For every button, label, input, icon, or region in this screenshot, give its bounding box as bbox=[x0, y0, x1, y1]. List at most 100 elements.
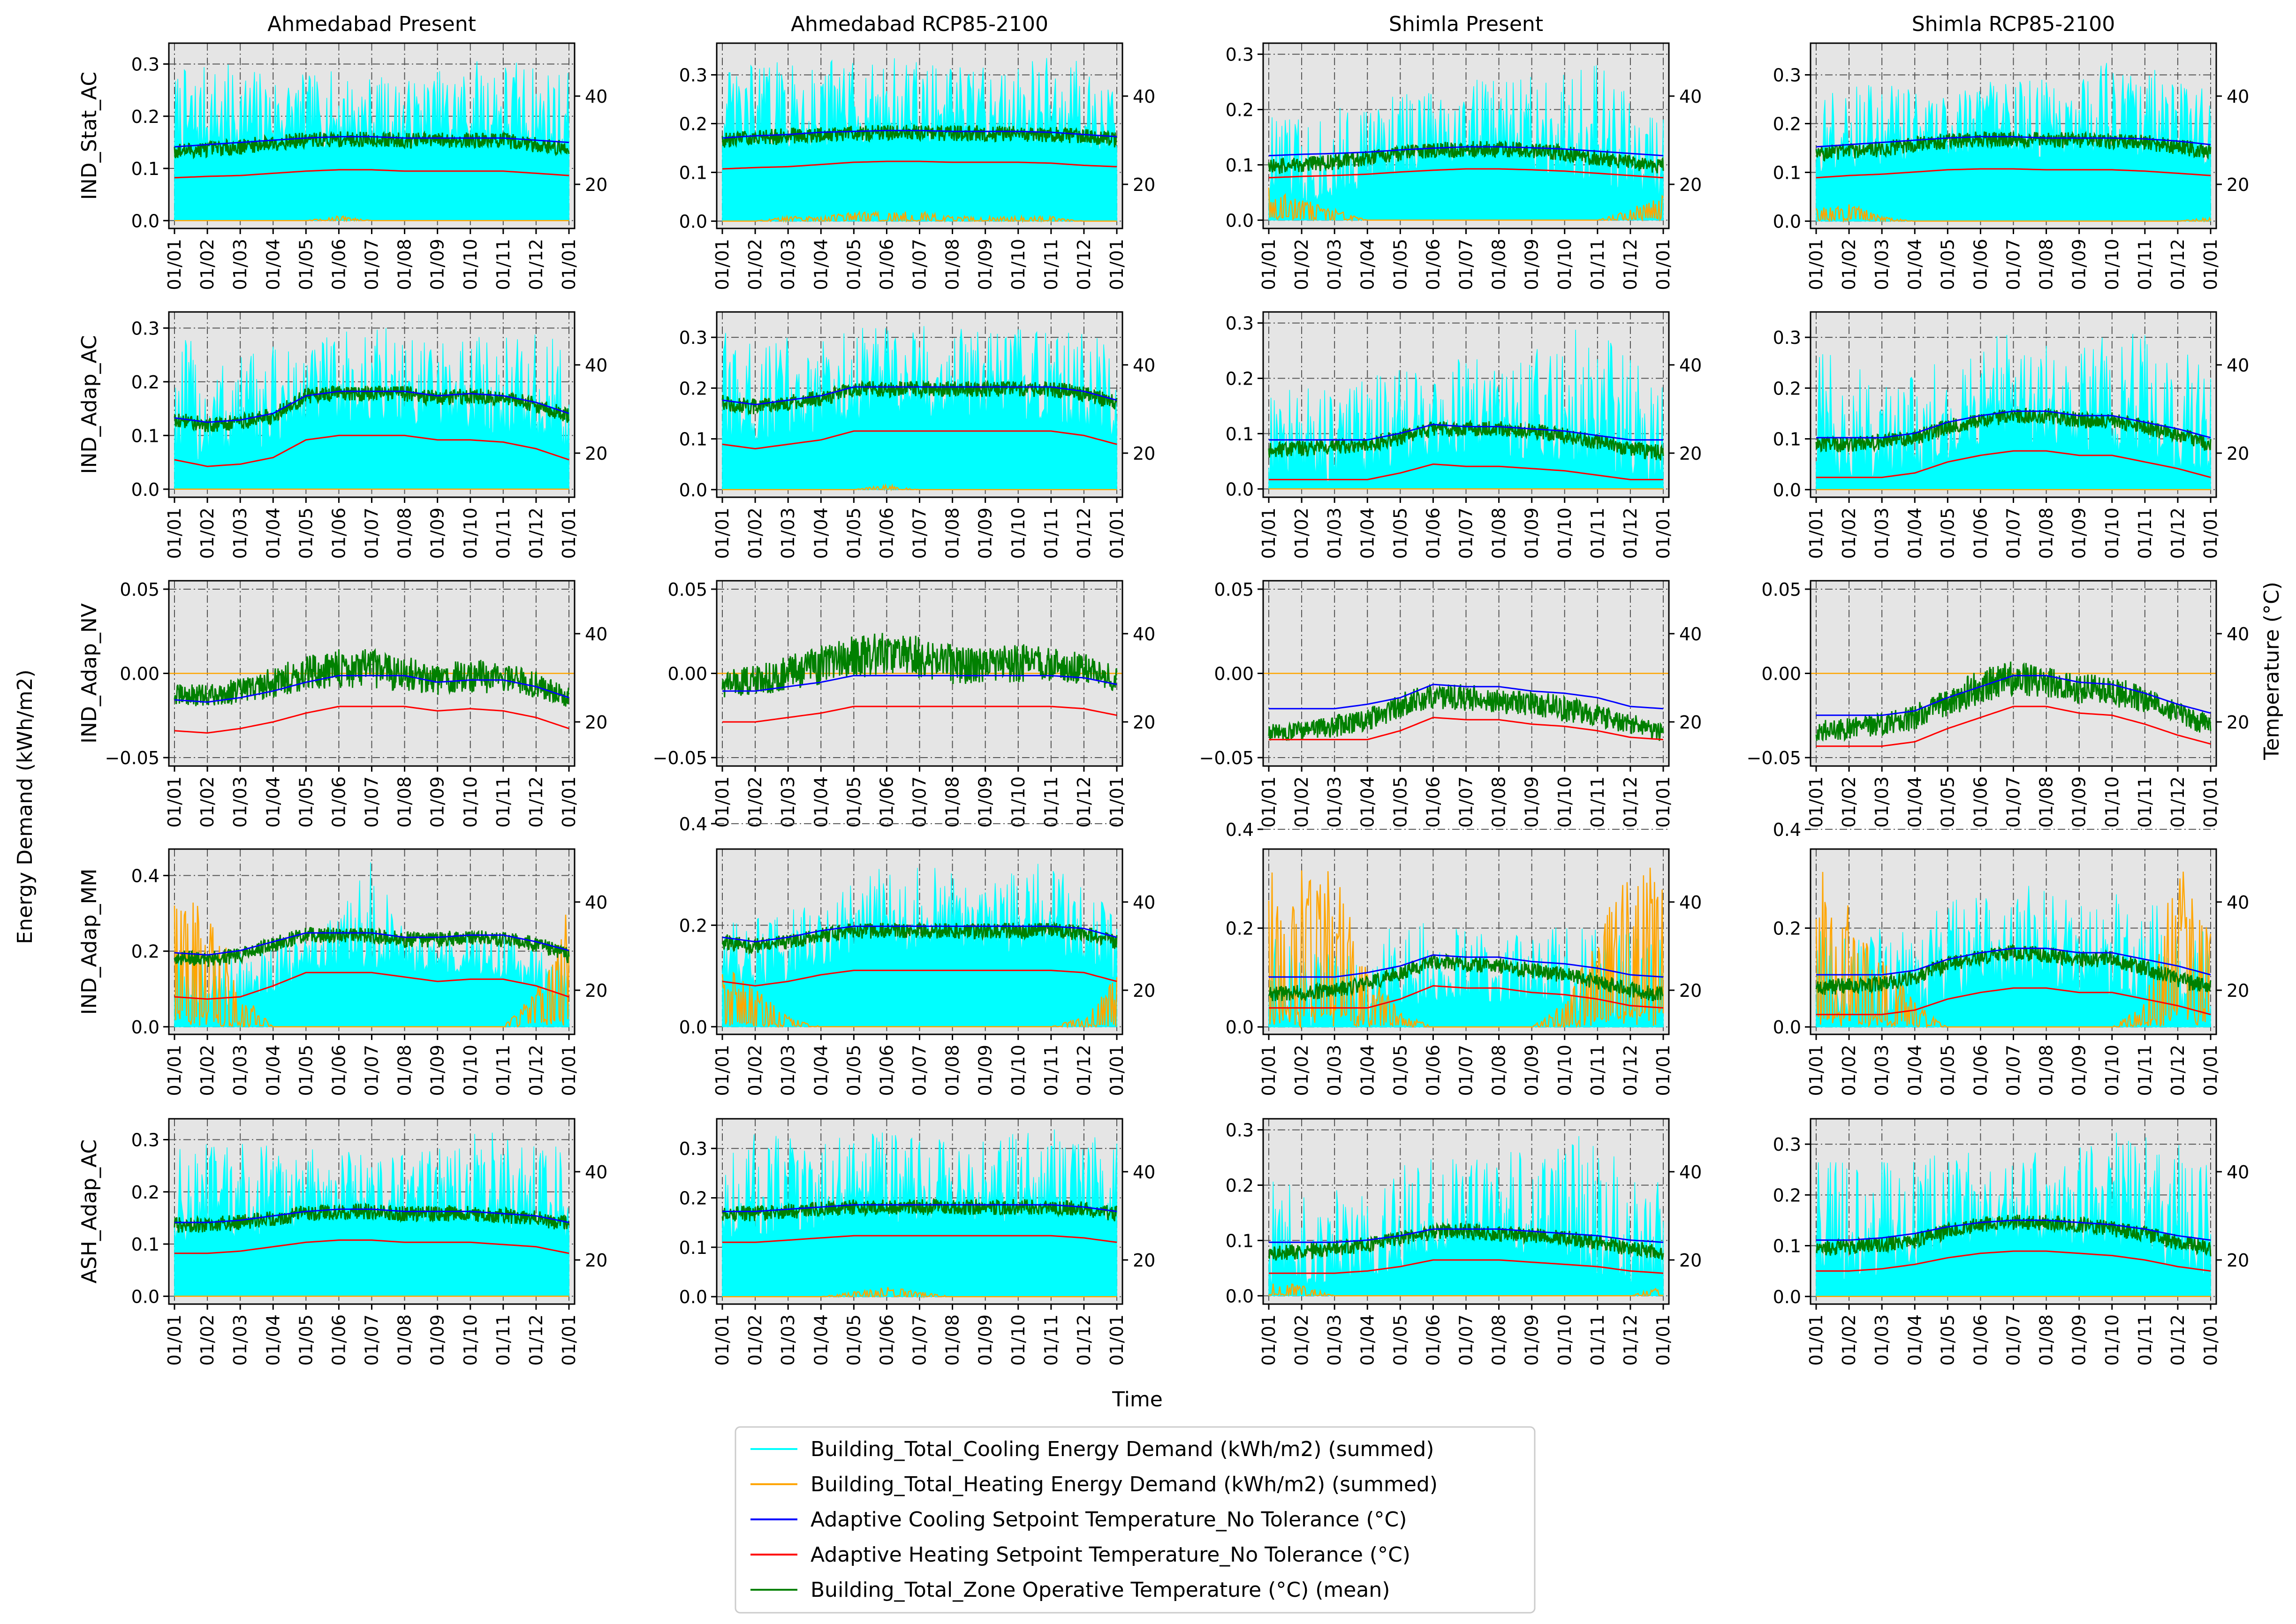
x-tick-label: 01/09 bbox=[975, 1045, 996, 1096]
cooling-energy-series bbox=[1816, 334, 2211, 490]
heating-energy-series bbox=[722, 210, 1117, 223]
heating-setpoint-series bbox=[174, 434, 569, 467]
right-tick-label: 20 bbox=[1679, 712, 1702, 733]
x-tick-label: 01/02 bbox=[745, 776, 765, 828]
x-tick-label: 01/11 bbox=[2135, 239, 2155, 290]
left-tick-label: −0.05 bbox=[105, 748, 159, 768]
x-tick-label: 01/10 bbox=[460, 776, 481, 828]
x-tick-label: 01/09 bbox=[975, 239, 996, 290]
left-tick-label: 0.0 bbox=[131, 479, 159, 500]
x-tick-label: 01/08 bbox=[2036, 1314, 2057, 1366]
x-tick-label: 01/05 bbox=[1390, 776, 1410, 828]
x-tick-label: 01/10 bbox=[2102, 1045, 2122, 1096]
x-tick-label: 01/01 bbox=[2200, 1314, 2221, 1366]
x-tick-label: 01/07 bbox=[2003, 239, 2024, 290]
left-tick-label: 0.2 bbox=[1773, 114, 1801, 135]
operative-temperature-series bbox=[1268, 953, 1664, 1002]
x-tick-label: 01/01 bbox=[712, 508, 733, 559]
left-tick-label: −0.05 bbox=[1199, 748, 1254, 768]
x-tick-label: 01/10 bbox=[1554, 1314, 1575, 1366]
operative-temperature-series bbox=[1268, 140, 1664, 174]
x-tick-label: 01/10 bbox=[460, 239, 481, 290]
legend-entry: Adaptive Heating Setpoint Temperature_No… bbox=[750, 1543, 1410, 1567]
subplot: 0.0 0.1 0.2 0.3 20 40 01/01 01/02 01/03 01/04 01/0… bbox=[1773, 1118, 2249, 1366]
x-tick-label: 01/09 bbox=[2069, 239, 2090, 290]
x-tick-label: 01/08 bbox=[1489, 1045, 1509, 1096]
heating-energy-series bbox=[1815, 204, 2212, 223]
x-tick-label: 01/07 bbox=[362, 1045, 382, 1096]
cooling-setpoint-series bbox=[1816, 948, 2211, 976]
x-tick-label: 01/03 bbox=[1872, 508, 1892, 559]
subplot: 0.0 0.2 0.4 20 40 01/01 01/02 01/03 01/04 01/05 01… bbox=[77, 848, 607, 1096]
left-tick-label: 0.2 bbox=[679, 1188, 707, 1209]
right-tick-label: 40 bbox=[2227, 624, 2249, 645]
x-tick-label: 01/04 bbox=[1904, 1045, 1925, 1096]
right-tick-label: 40 bbox=[1133, 892, 1155, 913]
x-tick-label: 01/08 bbox=[2036, 508, 2057, 559]
x-tick-label: 01/02 bbox=[1839, 776, 1859, 828]
x-tick-label: 01/08 bbox=[1489, 508, 1509, 559]
x-tick-label: 01/10 bbox=[1008, 239, 1029, 290]
x-tick-label: 01/03 bbox=[1872, 239, 1892, 290]
x-tick-label: 01/02 bbox=[1291, 1314, 1312, 1366]
left-tick-label: 0.0 bbox=[679, 211, 707, 232]
left-tick-label: 0.3 bbox=[1773, 327, 1801, 348]
right-tick-label: 20 bbox=[1133, 175, 1155, 195]
right-tick-label: 40 bbox=[2227, 355, 2249, 376]
x-tick-label: 01/04 bbox=[263, 508, 283, 559]
x-tick-label: 01/01 bbox=[1106, 1045, 1127, 1096]
x-tick-label: 01/03 bbox=[1324, 1045, 1345, 1096]
subplot: 0.0 0.1 0.2 0.3 20 40 01/01 01/02 01/03 01/04 01/0… bbox=[1226, 1118, 1702, 1366]
x-tick-label: 01/06 bbox=[1423, 776, 1443, 828]
x-tick-label: 01/05 bbox=[843, 776, 864, 828]
subplot: 0.05 0.00 −0.05 20 40 01/01 01/02 01/03 01/04 01/… bbox=[653, 579, 1156, 828]
x-tick-label: 01/08 bbox=[394, 239, 415, 290]
x-tick-label: 01/03 bbox=[1324, 776, 1345, 828]
subplot: 0.0 0.1 0.2 0.3 20 40 01/01 01/02 01/03 01/04 01/0… bbox=[77, 42, 607, 290]
x-tick-label: 01/01 bbox=[1258, 776, 1279, 828]
left-tick-label: 0.0 bbox=[679, 1017, 707, 1038]
x-tick-label: 01/07 bbox=[909, 1045, 930, 1096]
x-tick-label: 01/02 bbox=[1291, 508, 1312, 559]
left-tick-label: 0.0 bbox=[679, 1287, 707, 1307]
x-tick-label: 01/04 bbox=[1904, 1314, 1925, 1366]
cooling-energy-series bbox=[174, 862, 569, 1027]
left-tick-label: 0.3 bbox=[679, 65, 707, 86]
heating-setpoint-series bbox=[1816, 987, 2211, 1016]
left-tick-label: 0.00 bbox=[1761, 664, 1801, 684]
left-tick-label: 0.1 bbox=[679, 162, 707, 183]
x-tick-label: 01/06 bbox=[876, 239, 897, 290]
cooling-setpoint-series bbox=[722, 386, 1117, 406]
column-title: Ahmedabad Present bbox=[267, 12, 476, 36]
x-tick-label: 01/02 bbox=[745, 1045, 765, 1096]
x-tick-label: 01/04 bbox=[1357, 1314, 1378, 1366]
x-tick-label: 01/06 bbox=[876, 1314, 897, 1366]
x-tick-label: 01/09 bbox=[2069, 1045, 2090, 1096]
x-tick-label: 01/04 bbox=[263, 1314, 283, 1366]
heating-setpoint-series bbox=[1816, 450, 2211, 478]
subplot: 0.0 0.1 0.2 0.3 20 40 01/01 01/02 01/03 01/04 01/0… bbox=[77, 1118, 607, 1366]
cooling-setpoint-series bbox=[174, 136, 569, 148]
x-tick-label: 01/06 bbox=[876, 508, 897, 559]
cooling-setpoint-series bbox=[1816, 1219, 2211, 1241]
right-tick-label: 40 bbox=[1133, 355, 1155, 376]
x-tick-label: 01/11 bbox=[493, 508, 514, 559]
x-tick-label: 01/06 bbox=[1423, 1314, 1443, 1366]
heating-setpoint-series bbox=[722, 1235, 1117, 1243]
right-tick-label: 40 bbox=[1133, 86, 1155, 107]
left-tick-label: 0.1 bbox=[1226, 424, 1254, 444]
right-tick-label: 40 bbox=[1133, 1162, 1155, 1183]
left-tick-label: 0.2 bbox=[679, 378, 707, 399]
x-tick-label: 01/01 bbox=[559, 1314, 579, 1366]
right-tick-label: 20 bbox=[1679, 443, 1702, 464]
subplot: 0.0 0.1 0.2 0.3 20 40 01/01 01/02 01/03 01/04 01/0… bbox=[679, 42, 1155, 290]
x-tick-label: 01/06 bbox=[876, 776, 897, 828]
left-tick-label: 0.05 bbox=[120, 579, 159, 600]
x-tick-label: 01/06 bbox=[328, 508, 349, 559]
x-tick-label: 01/05 bbox=[843, 239, 864, 290]
x-tick-label: 01/08 bbox=[2036, 1045, 2057, 1096]
x-tick-label: 01/10 bbox=[1008, 1045, 1029, 1096]
cooling-energy-series bbox=[174, 61, 569, 221]
column-title: Shimla RCP85-2100 bbox=[1912, 12, 2115, 36]
left-tick-label: 0.1 bbox=[131, 1234, 159, 1255]
